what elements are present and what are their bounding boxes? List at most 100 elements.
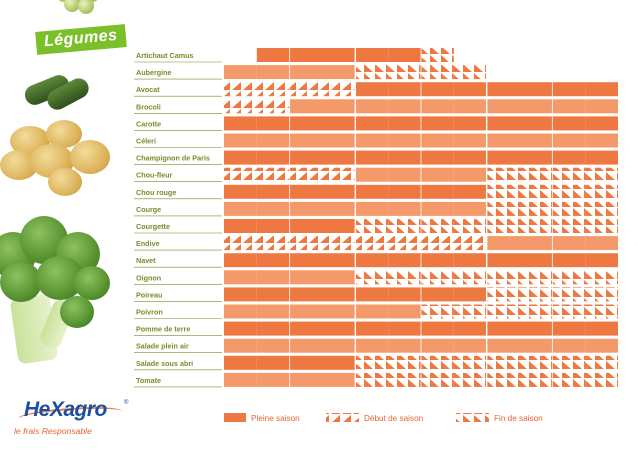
season-cell [289,321,323,336]
season-cell [453,270,487,285]
season-cell [421,116,454,131]
season-cell [388,253,421,268]
season-cell [322,372,356,387]
season-cell [355,270,389,285]
season-cell [486,184,520,199]
season-cell [256,372,290,387]
season-cell [322,48,356,62]
table-row: Navet [134,253,618,268]
season-cell [355,219,389,233]
season-cell [486,116,520,131]
season-cell [552,82,586,97]
table-row: Salade sous abri [134,355,618,371]
season-cell [256,65,290,80]
season-cell [486,287,520,302]
row-label: Champignon de Paris [136,154,210,163]
season-cell [421,219,454,233]
season-cell [322,116,356,131]
season-cell [421,321,454,336]
season-cell [453,99,487,114]
season-cell [552,99,586,114]
season-cell [519,287,553,302]
brand-tagline: le frais Responsable [14,426,92,436]
season-cell [289,65,323,80]
row-label: Céleri [136,137,156,146]
legend-item: Pleine saison [224,413,300,423]
season-cell [585,201,618,216]
season-cell [552,287,586,302]
season-cell [224,167,257,182]
season-cell [585,133,618,148]
season-cell [421,167,454,182]
season-cell [289,372,323,387]
season-cell [421,65,454,80]
season-cell [421,270,454,285]
season-cell [322,236,356,251]
season-cell [453,219,487,233]
season-cell [421,82,454,97]
season-cell [552,219,586,233]
season-cell [585,184,618,199]
season-cell [355,253,389,268]
season-cell [355,304,389,319]
season-cell [224,236,257,251]
season-cell [256,150,290,165]
season-cell [355,167,389,182]
season-cell [355,355,389,370]
season-cell [289,219,323,233]
season-cell [519,99,553,114]
season-cell [453,82,487,97]
row-label: Aubergine [136,68,172,77]
season-cell [519,150,553,165]
table-row: Chou-fleur [134,167,618,182]
season-cell [224,321,257,336]
season-cell [388,219,421,233]
season-cell [224,99,257,114]
season-cell [388,372,421,387]
season-cell [388,167,421,182]
season-cell [256,116,290,131]
row-label: Artichaut Camus [136,51,194,60]
season-cell [322,219,356,233]
season-cell [355,287,389,302]
row-label: Courgette [136,222,170,231]
table-row: Poivron [134,304,618,319]
season-cell [256,82,290,97]
season-cell [486,219,520,233]
season-cell [585,82,618,97]
season-cell [552,372,586,387]
table-row: Chou rouge [134,184,618,200]
season-cell [519,167,553,182]
season-cell [322,167,356,182]
season-cell [585,219,618,233]
season-cell [453,304,487,319]
legend-swatch-fin [456,413,489,422]
season-cell [453,287,487,302]
season-cell [486,270,520,285]
season-cell [421,184,454,199]
season-cell [224,304,257,319]
season-cell [289,48,323,62]
season-cell [322,304,356,319]
season-cell [421,99,454,114]
season-cell [486,253,520,268]
season-cell [552,304,586,319]
season-cell [453,150,487,165]
season-cell [486,236,520,251]
season-cell [585,150,618,165]
season-cell [256,219,290,233]
season-cell [224,133,257,148]
row-label: Navet [136,256,156,265]
season-cell [256,167,290,182]
season-cell [585,116,618,131]
season-cell [256,287,290,302]
season-cell [322,65,356,80]
season-cell [256,99,290,114]
season-cell [453,201,487,216]
season-cell [421,48,454,62]
season-cell [388,201,421,216]
legend-item: Fin de saison [456,413,543,423]
season-cell [224,184,257,199]
season-cell [322,355,356,370]
season-cell [289,201,323,216]
